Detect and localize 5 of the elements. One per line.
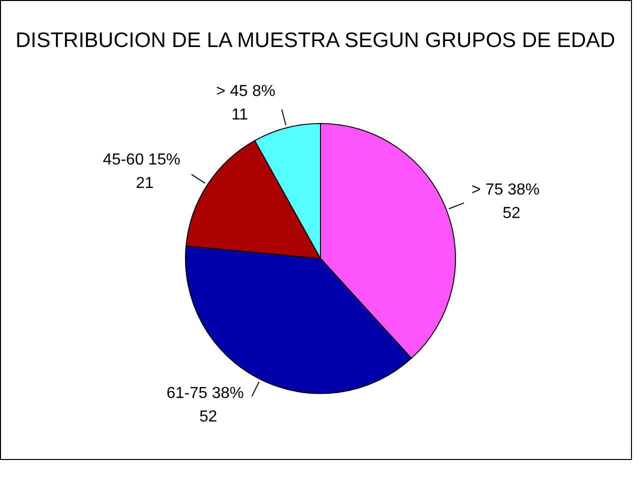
- slice-label: > 75 38% 52: [472, 181, 540, 222]
- slice-label: > 45 8% 11: [216, 83, 276, 124]
- slice-label: 45-60 15% 21: [102, 152, 180, 192]
- slice-label: 61-75 38% 52: [166, 385, 244, 426]
- chart-title: DISTRIBUCION DE LA MUESTRA SEGUN GRUPOS DE EDAD: [15, 29, 616, 52]
